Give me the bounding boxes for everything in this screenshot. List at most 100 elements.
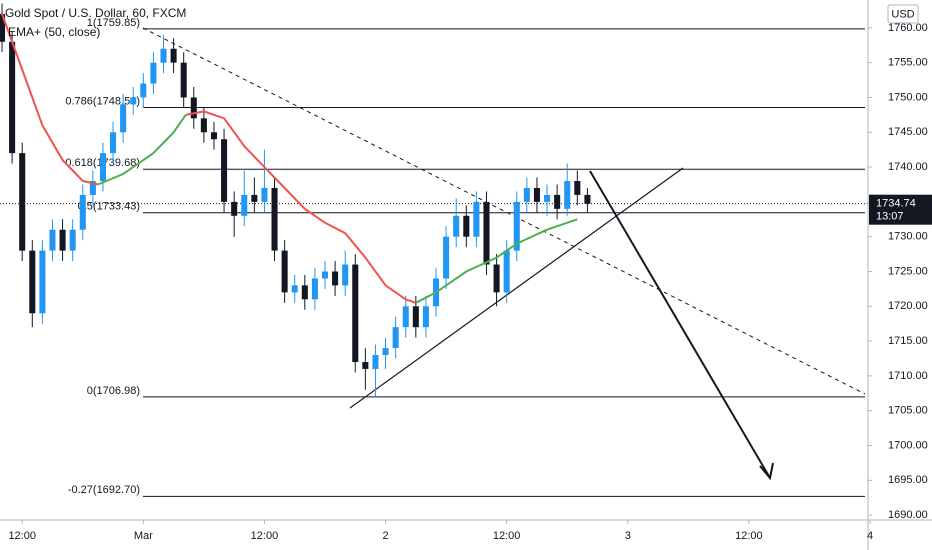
axes: 1690.00 1695.00 1700.00 1705.00 1710.00 1715.… — [8, 22, 932, 542]
y-tick-label: 1740.00 — [888, 161, 928, 173]
candle-body — [412, 306, 419, 328]
candle-body — [59, 229, 66, 251]
x-tick-label: 12:00 — [735, 530, 763, 542]
fib-level-label: -0.27(1692.70) — [68, 484, 140, 496]
candle-body — [483, 201, 490, 265]
candle-body — [544, 194, 551, 202]
candle-body — [473, 201, 480, 237]
y-tick-label: 1745.00 — [888, 126, 928, 138]
candle-body — [362, 361, 369, 369]
y-tick-label: 1715.00 — [888, 335, 928, 347]
chart-title: Gold Spot / U.S. Dollar, 60, FXCM — [5, 6, 186, 20]
candle-body — [463, 215, 470, 237]
candle-body — [493, 264, 500, 293]
candle-body — [170, 48, 177, 63]
y-tick-label: 1755.00 — [888, 57, 928, 69]
candle-body — [190, 97, 197, 119]
fib-level-label: 0(1706.98) — [87, 385, 140, 397]
candle-body — [352, 264, 359, 362]
candle-body — [402, 306, 409, 328]
x-tick-label: 2 — [382, 530, 388, 542]
currency-label: USD — [891, 8, 914, 20]
candle-body — [120, 104, 127, 133]
candle-body — [372, 355, 379, 369]
trend-line-dashed — [142, 27, 866, 395]
x-tick-label: 12:00 — [8, 530, 36, 542]
candle-body — [200, 118, 207, 133]
candle-body — [89, 180, 96, 195]
candle-body — [564, 180, 571, 209]
last-price-label: 1734.74 — [876, 198, 916, 210]
indicator-legend: EMA+ (50, close) — [8, 25, 100, 39]
fib-level-label: 0.5(1733.43) — [78, 201, 140, 213]
candle-body — [584, 194, 591, 204]
x-tick-label: 3 — [625, 530, 631, 542]
candle-body — [453, 215, 460, 237]
trend-line-support — [349, 167, 684, 409]
candle-body — [210, 132, 217, 140]
y-tick-label: 1705.00 — [888, 405, 928, 417]
candle-body — [503, 250, 510, 293]
y-tick-label: 1760.00 — [888, 22, 928, 34]
candle-body — [513, 201, 520, 251]
candle-body — [261, 187, 268, 202]
x-tick-label: 12:00 — [251, 530, 279, 542]
arrow-head — [759, 462, 774, 481]
candle-body — [533, 187, 540, 202]
candle-body — [311, 278, 318, 300]
candle-body — [271, 187, 278, 251]
candle-body — [554, 194, 561, 209]
candle-body — [231, 201, 238, 216]
candle-body — [523, 187, 530, 202]
candle-body — [110, 132, 117, 154]
ema-line — [1, 13, 417, 304]
candle-body — [99, 153, 106, 181]
y-tick-label: 1720.00 — [888, 300, 928, 312]
ema-line — [97, 114, 578, 304]
candle-body — [443, 236, 450, 279]
candle-body — [281, 250, 288, 293]
y-tick-label: 1700.00 — [888, 439, 928, 451]
candle-body — [160, 48, 167, 63]
candle-body — [0, 13, 6, 42]
candle-body — [39, 250, 46, 314]
y-tick-label: 1695.00 — [888, 474, 928, 486]
candle-body — [19, 153, 26, 251]
candle-body — [321, 271, 329, 279]
arrow-shaft — [589, 170, 771, 479]
candle-body — [241, 194, 248, 216]
fib-level-label: 1(1759.85) — [87, 17, 140, 29]
candle-body — [79, 194, 86, 230]
candle-body — [301, 285, 308, 300]
candle-body — [382, 348, 389, 356]
last-price-box — [869, 194, 932, 225]
candle-body — [140, 83, 147, 98]
candle-body — [332, 271, 339, 286]
fib-levels: 1(1759.85)0.786(1748.56)0.618(1739.68)0.… — [65, 17, 865, 497]
candle-body — [180, 62, 187, 98]
candle-body — [574, 180, 581, 195]
candle-body — [251, 194, 258, 202]
candle-body — [69, 229, 76, 251]
candle-body — [29, 250, 36, 314]
candle-body — [291, 285, 298, 293]
x-tick-label: 12:00 — [493, 530, 521, 542]
y-tick-label: 1730.00 — [888, 231, 928, 243]
x-tick-label: 4 — [867, 530, 873, 542]
candle-body — [392, 327, 399, 349]
countdown-label: 13:07 — [876, 211, 904, 223]
y-tick-label: 1750.00 — [888, 91, 928, 103]
plot — [0, 3, 868, 397]
candle-body — [342, 264, 349, 286]
currency-box — [887, 4, 919, 24]
candle-body — [9, 41, 16, 154]
y-tick-label: 1710.00 — [888, 370, 928, 382]
x-tick-label: Mar — [134, 530, 153, 542]
candle-body — [150, 62, 157, 84]
fib-level-label: 0.786(1748.56) — [65, 95, 140, 107]
candle-body — [422, 306, 429, 328]
y-tick-label: 1725.00 — [888, 265, 928, 277]
